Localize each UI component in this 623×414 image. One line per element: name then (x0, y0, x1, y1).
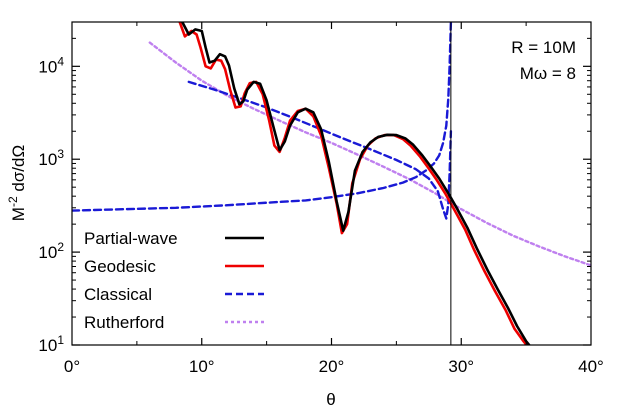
x-tick-label: 20° (319, 357, 345, 376)
legend-label-geodesic: Geodesic (84, 257, 156, 276)
x-tick-label: 10° (189, 357, 215, 376)
x-tick-label: 40° (578, 357, 604, 376)
x-tick-label: 0° (64, 357, 80, 376)
series-line-geodesic-1 (178, 22, 529, 345)
y-tick-label: 104 (38, 54, 64, 76)
series-layer (72, 22, 591, 345)
y-tick-label: 103 (38, 147, 64, 169)
y-tick-label: 101 (38, 333, 64, 355)
ticks-layer: 0° 10° 20° 30° 40° 101 102 103 104 (38, 22, 604, 376)
legend-label-partial-wave: Partial-wave (84, 229, 178, 248)
series-line-classical-3 (187, 80, 453, 220)
annotation-radius: R = 10M (511, 38, 576, 57)
y-axis-title-main: M (9, 207, 28, 221)
series-line-partial-wave-0 (181, 22, 531, 345)
legend-label-classical: Classical (84, 285, 152, 304)
legend: Partial-wave Geodesic Classical Rutherfo… (84, 229, 264, 332)
y-axis-title-rest: dσ/dΩ (9, 145, 28, 197)
series-line-classical-2 (72, 22, 453, 212)
x-axis-title: θ (326, 390, 335, 409)
y-tick-label: 102 (38, 240, 64, 262)
x-tick-label: 30° (448, 357, 474, 376)
y-axis-title: M-2 dσ/dΩ (6, 145, 28, 221)
y-axis-title-exp: -2 (6, 196, 20, 207)
annotation-frequency: Mω = 8 (520, 64, 576, 83)
legend-label-rutherford: Rutherford (84, 313, 164, 332)
